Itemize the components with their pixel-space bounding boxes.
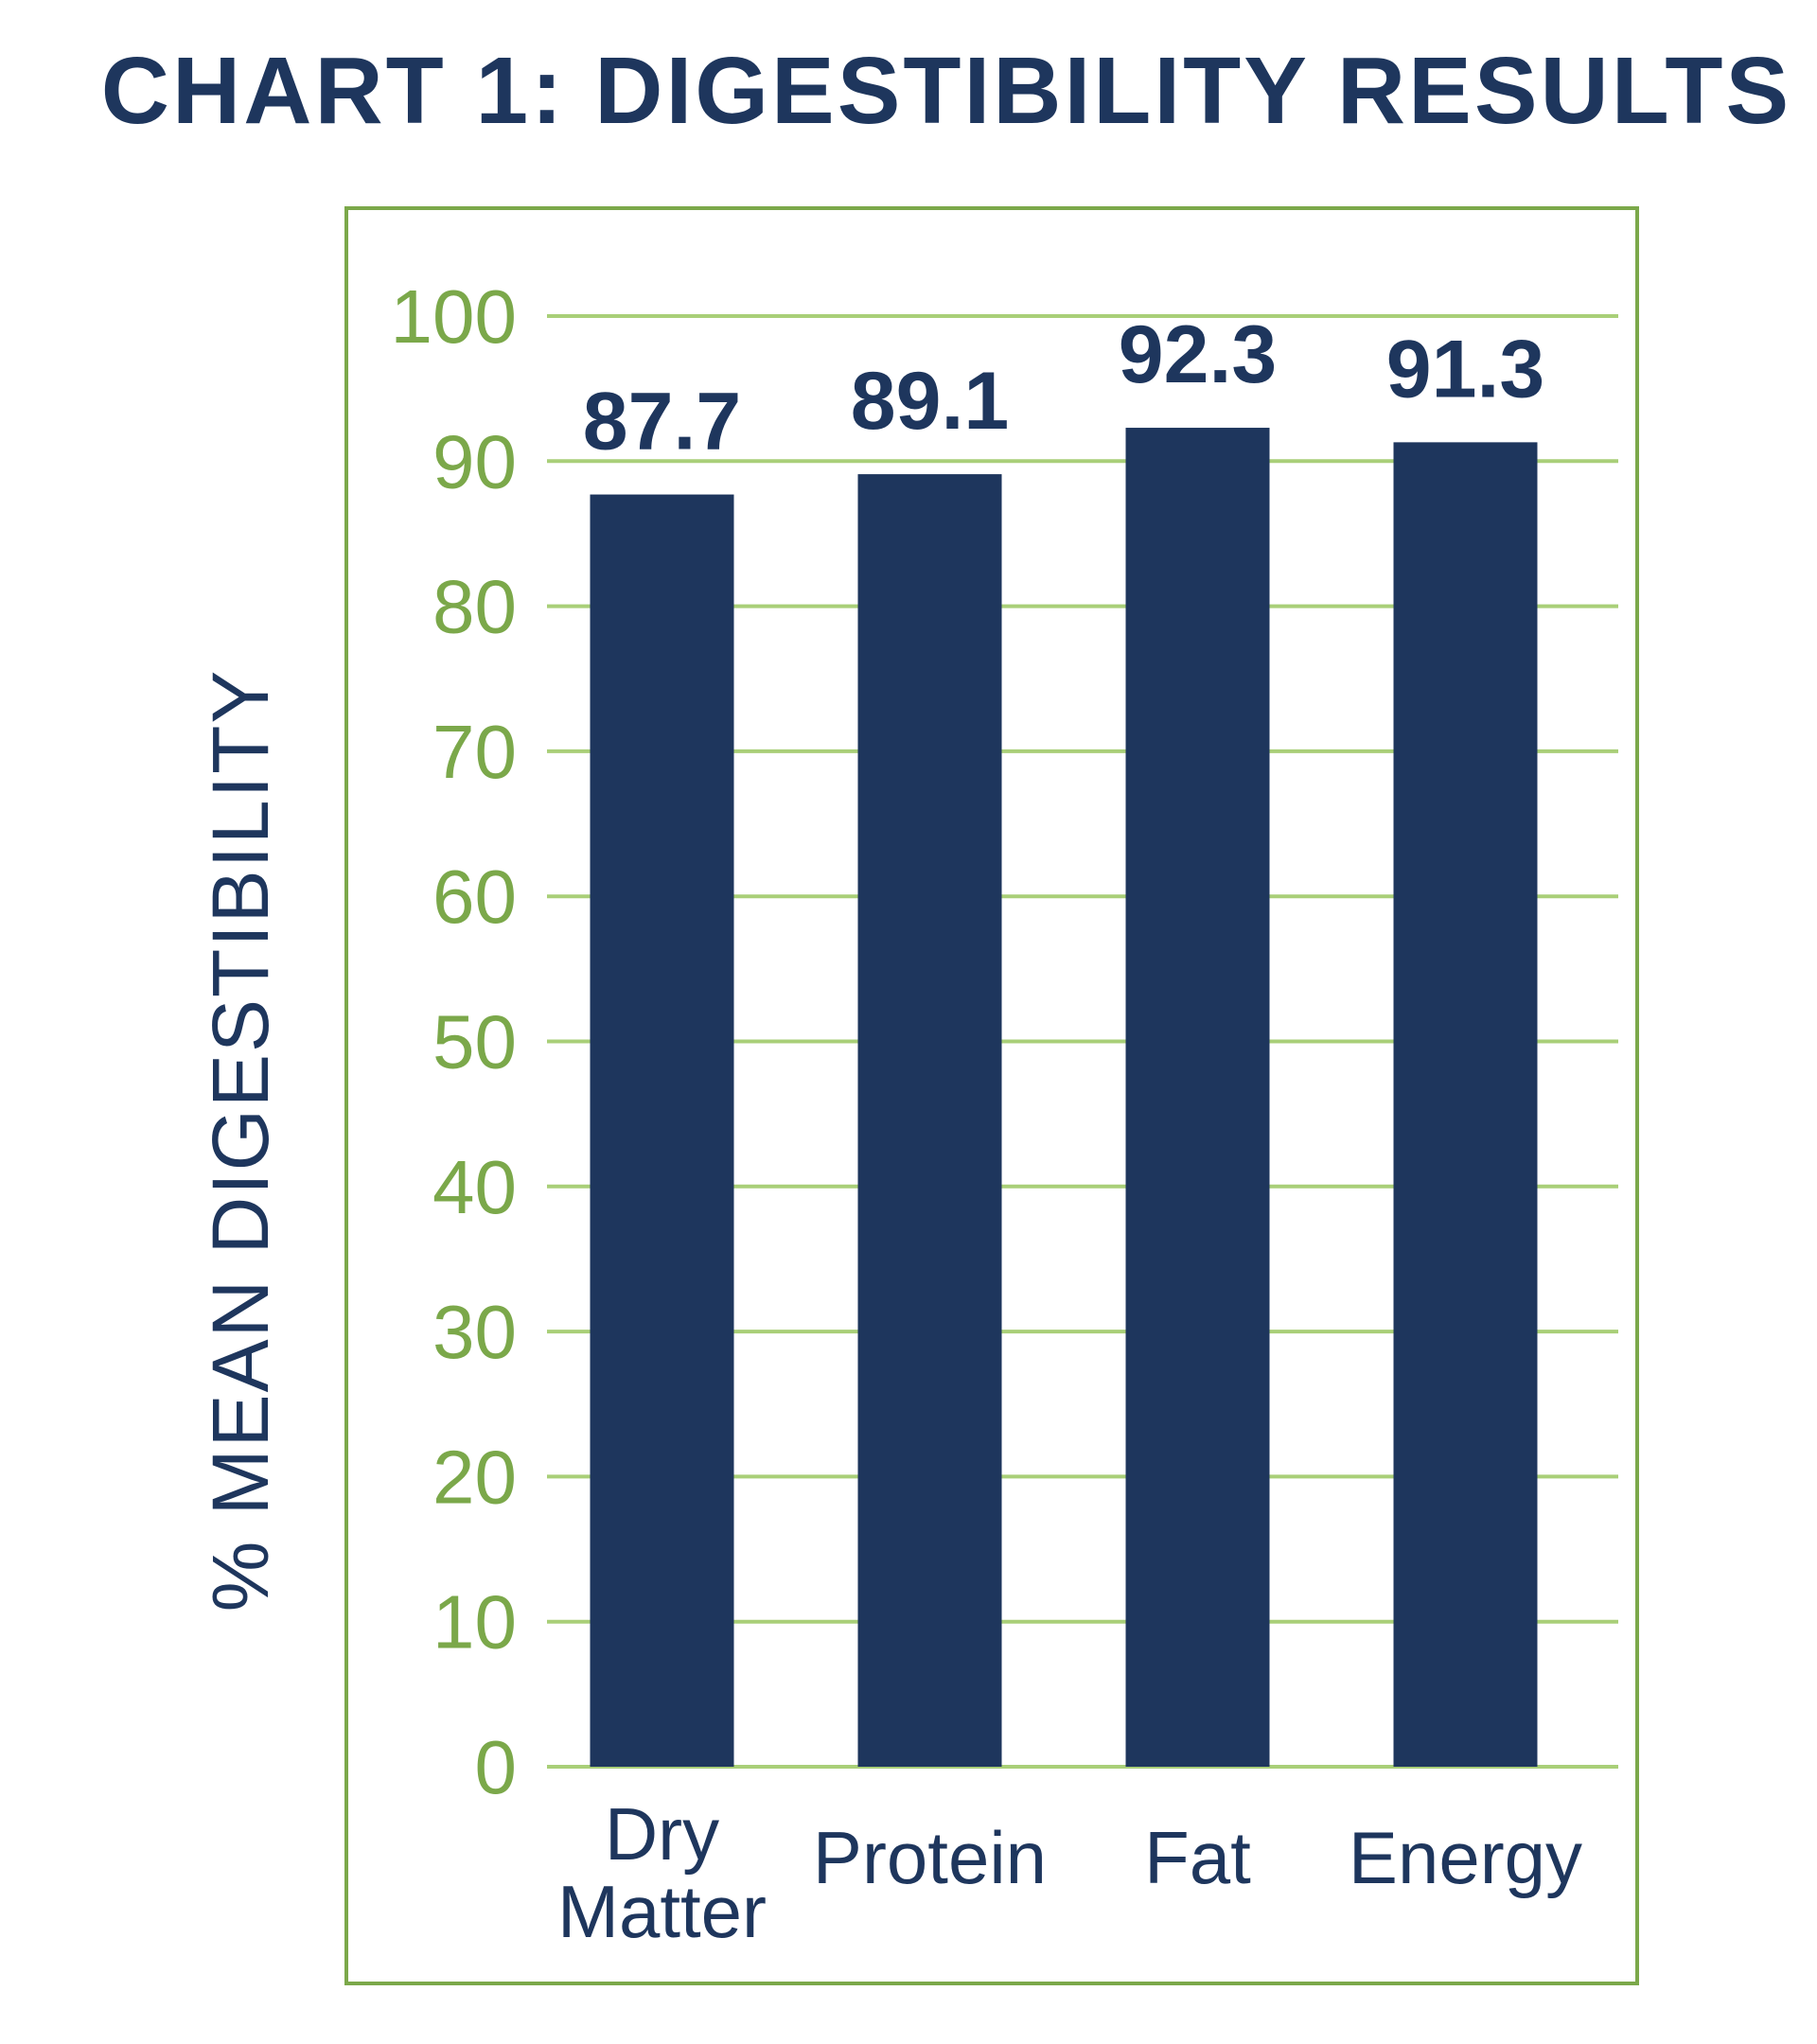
bar-dry-matter <box>590 494 734 1767</box>
value-label-protein: 89.1 <box>851 356 1009 447</box>
y-tick-label-50: 50 <box>432 1000 517 1084</box>
y-tick-label-80: 80 <box>432 565 517 649</box>
bar-fat <box>1125 428 1270 1767</box>
bar-energy <box>1393 442 1538 1768</box>
y-tick-label-40: 40 <box>432 1145 517 1229</box>
category-label-dry-matter: Dry Matter <box>557 1792 767 1953</box>
y-tick-label-90: 90 <box>432 419 517 503</box>
y-tick-label-100: 100 <box>391 274 517 359</box>
y-tick-label-70: 70 <box>432 710 517 794</box>
y-tick-label-30: 30 <box>432 1290 517 1374</box>
y-tick-label-20: 20 <box>432 1435 517 1519</box>
bars <box>590 428 1538 1768</box>
category-label-fat: Fat <box>1144 1816 1251 1899</box>
category-label-protein: Protein <box>813 1816 1047 1899</box>
chart-title: CHART 1: DIGESTIBILITY RESULTS <box>101 38 1791 144</box>
value-label-fat: 92.3 <box>1119 309 1277 400</box>
value-label-dry-matter: 87.7 <box>583 377 741 467</box>
category-label-energy: Energy <box>1349 1816 1582 1899</box>
y-tick-label-10: 10 <box>432 1580 517 1665</box>
y-tick-label-60: 60 <box>432 855 517 939</box>
y-tick-label-0: 0 <box>475 1725 518 1809</box>
chart-frame <box>344 206 1639 1985</box>
bar-protein <box>857 474 1002 1768</box>
value-label-energy: 91.3 <box>1386 324 1544 414</box>
value-labels: 87.7 89.1 92.3 91.3 <box>583 309 1544 467</box>
category-labels: Dry Matter Protein Fat Energy <box>557 1792 1582 1953</box>
y-axis-ticks: 0 10 20 30 40 50 60 70 80 90 100 <box>391 274 517 1809</box>
y-axis-label: % MEAN DIGESTIBILITY <box>196 669 285 1612</box>
